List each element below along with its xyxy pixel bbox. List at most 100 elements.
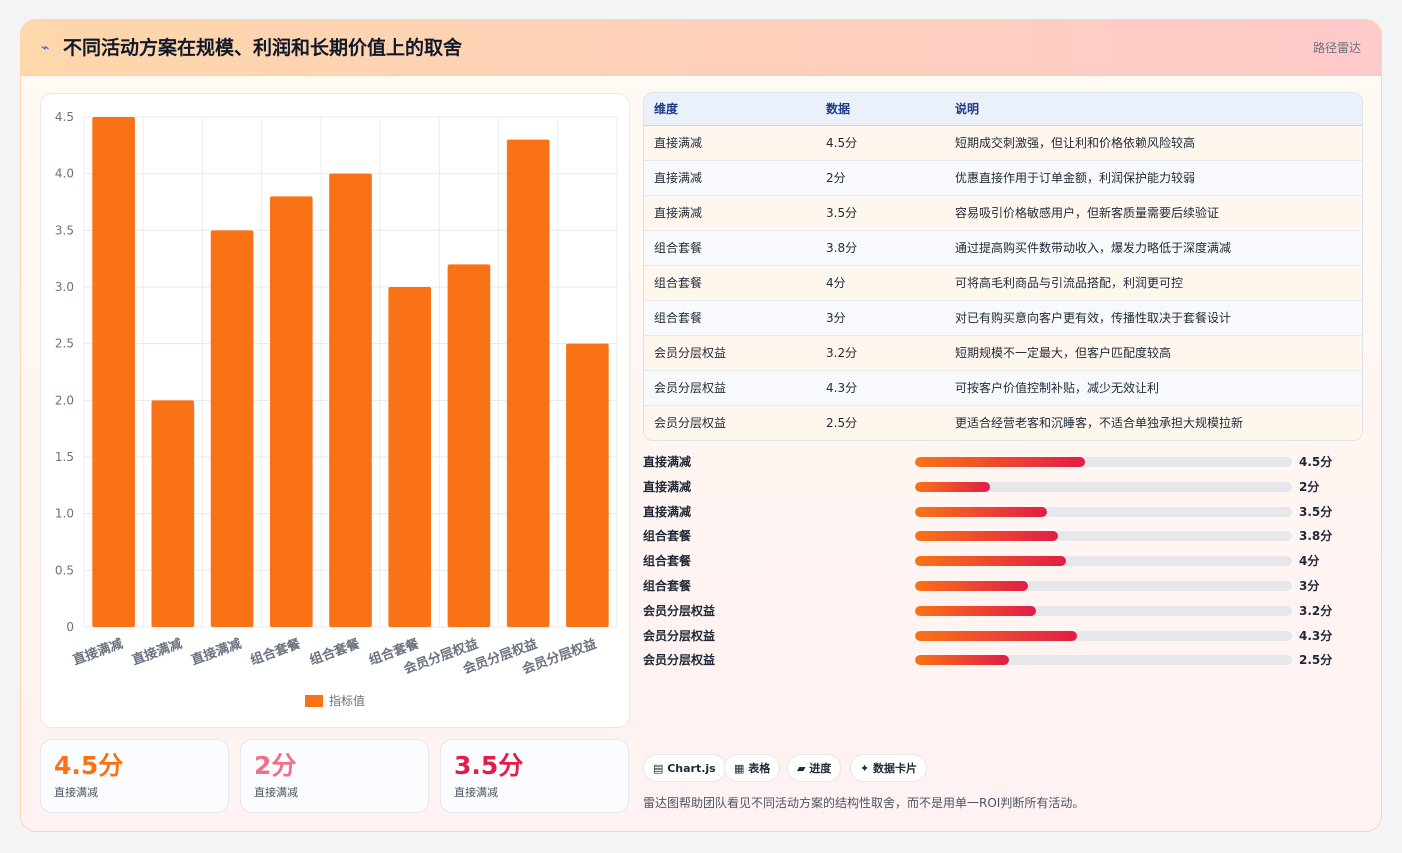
progress-row: 组合套餐 4分 [643, 549, 1363, 573]
table-row: 组合套餐 3分 对已有购买意向客户更有效，传播性取决于套餐设计 [644, 301, 1362, 336]
table-cell-data: 3.2分 [826, 346, 858, 360]
bolt-icon: ⌁ [41, 40, 50, 56]
y-tick-label: 0.5 [55, 563, 74, 577]
bar[interactable] [151, 400, 195, 627]
progress-label: 会员分层权益 [643, 628, 716, 643]
table-cell-dimension: 组合套餐 [654, 241, 703, 255]
bar[interactable] [92, 117, 135, 627]
table-cell-data: 2分 [826, 171, 846, 185]
progress-value: 2分 [1299, 479, 1320, 494]
progress-row: 会员分层权益 2.5分 [643, 648, 1363, 672]
table-cell-dimension: 直接满减 [654, 136, 703, 150]
progress-value: 2.5分 [1299, 653, 1333, 668]
y-tick-label: 3.0 [55, 280, 74, 294]
progress-row: 直接满减 2分 [643, 475, 1363, 499]
progress-label: 直接满减 [643, 504, 692, 519]
progress-fill [915, 531, 1059, 542]
bar[interactable] [388, 287, 432, 627]
progress-fill [915, 581, 1029, 591]
x-tick-label: 直接满减 [130, 636, 184, 669]
y-tick-label: 0 [66, 620, 74, 634]
progress-label: 组合套餐 [643, 579, 692, 593]
table-cell-data: 4.5分 [826, 136, 858, 150]
progress-track [915, 630, 1292, 641]
table-cell-note: 短期规模不一定最大，但客户匹配度较高 [955, 346, 1172, 360]
progress-value: 4.5分 [1299, 455, 1333, 469]
progress-value: 3.8分 [1299, 529, 1333, 544]
progress-track [915, 605, 1292, 616]
progress-fill [915, 630, 1078, 641]
progress-row: 会员分层权益 3.2分 [643, 599, 1363, 623]
x-tick-label: 直接满减 [189, 636, 243, 669]
footnote: 雷达图帮助团队看见不同活动方案的结构性取舍，而不是用单一ROI判断所有活动。 [643, 796, 1085, 810]
kpi-value: 2分 [254, 751, 297, 780]
table-row: 直接满减 2分 优惠直接作用于订单金额，利润保护能力较弱 [644, 161, 1362, 196]
chip[interactable]: ▦ 表格 [724, 754, 781, 782]
kpi-card: 3.5分 直接满减 [440, 739, 629, 813]
progress-row: 组合套餐 3.8分 [643, 524, 1363, 548]
table-row: 会员分层权益 4.3分 可按客户价值控制补贴，减少无效让利 [644, 371, 1362, 406]
progress-label: 会员分层权益 [643, 653, 716, 668]
header-tag: 路径雷达 [1312, 41, 1361, 55]
progress-row: 组合套餐 3分 [643, 574, 1363, 598]
table-cell-note: 可将高毛利商品与引流品搭配，利润更可控 [955, 276, 1184, 290]
x-tick-label: 组合套餐 [308, 635, 363, 668]
bar[interactable] [210, 230, 254, 628]
chip[interactable]: ▤ Chart.js [643, 754, 726, 782]
bar[interactable] [329, 173, 372, 627]
progress-row: 会员分层权益 4.3分 [643, 624, 1363, 648]
table-header-row: 维度 数据 说明 [644, 93, 1362, 126]
table-cell-dimension: 直接满减 [654, 171, 703, 185]
progress-value: 3.5分 [1299, 504, 1333, 519]
progress-track [915, 481, 1292, 492]
table-row: 会员分层权益 2.5分 更适合经营老客和沉睡客，不适合单独承担大规模拉新 [644, 406, 1362, 440]
kpi-value: 4.5分 [54, 751, 124, 780]
progress-value: 3分 [1299, 579, 1320, 593]
kpi-label: 直接满减 [54, 786, 98, 799]
progress-fill [915, 506, 1047, 517]
bar[interactable] [506, 139, 550, 627]
progress-fill [915, 556, 1066, 567]
y-tick-label: 2.0 [55, 393, 74, 407]
legend-label[interactable]: 指标值 [329, 693, 365, 708]
table-cell-note: 更适合经营老客和沉睡客，不适合单独承担大规模拉新 [955, 416, 1244, 430]
progress-value: 3.2分 [1299, 603, 1333, 618]
kpi-card: 2分直接满减 [240, 739, 429, 813]
page-title: 不同活动方案在规模、利润和长期价值上的取舍 [63, 37, 463, 59]
table-row: 组合套餐 3.8分 通过提高购买件数带动收入，爆发力略低于深度满减 [644, 231, 1362, 266]
table-row: 组合套餐 4分 可将高毛利商品与引流品搭配，利润更可控 [644, 266, 1362, 301]
progress-row: 直接满减 4.5分 [643, 450, 1363, 474]
table-cell-dimension: 直接满减 [654, 206, 703, 220]
progress-track [915, 457, 1292, 467]
table-row: 直接满减 4.5分 短期成交刺激强，但让利和价格依赖风险较高 [644, 126, 1362, 161]
progress-track [915, 556, 1292, 567]
kpi-label: 直接满减 [254, 786, 298, 799]
progress-fill [915, 605, 1036, 616]
table-row: 会员分层权益 3.2分 短期规模不一定最大，但客户匹配度较高 [644, 336, 1362, 371]
progress-label: 组合套餐 [643, 529, 692, 544]
y-tick-label: 4.5 [55, 110, 74, 124]
y-tick-label: 2.5 [55, 337, 74, 351]
progress-label: 直接满减 [643, 455, 692, 469]
progress-track [915, 531, 1292, 542]
table-cell-data: 3.8分 [826, 241, 858, 255]
kpi-label: 直接满减 [454, 786, 498, 799]
bar[interactable] [269, 196, 313, 627]
table-cell-data: 3分 [826, 311, 846, 325]
progress-row: 直接满减 3.5分 [643, 500, 1363, 524]
progress-list: 直接满减 4.5分 直接满减 2分 直接满减 3.5分 组合套餐 3.8分 组合套餐 4分 组合套餐… [643, 450, 1363, 670]
bar[interactable] [566, 343, 609, 627]
table-cell-data: 3.5分 [826, 206, 858, 220]
progress-value: 4.3分 [1299, 628, 1333, 643]
progress-fill [915, 481, 991, 492]
progress-track [915, 506, 1292, 517]
chip[interactable]: ▰ 进度 [787, 754, 842, 782]
bar[interactable] [447, 264, 491, 627]
chip[interactable]: ✦ 数据卡片 [850, 754, 928, 782]
table-header-data: 数据 [826, 102, 851, 116]
header-bar: ⌁ 不同活动方案在规模、利润和长期价值上的取舍 路径雷达 [21, 20, 1381, 76]
progress-fill [915, 655, 1010, 666]
progress-label: 直接满减 [643, 479, 692, 494]
progress-label: 组合套餐 [643, 554, 692, 569]
